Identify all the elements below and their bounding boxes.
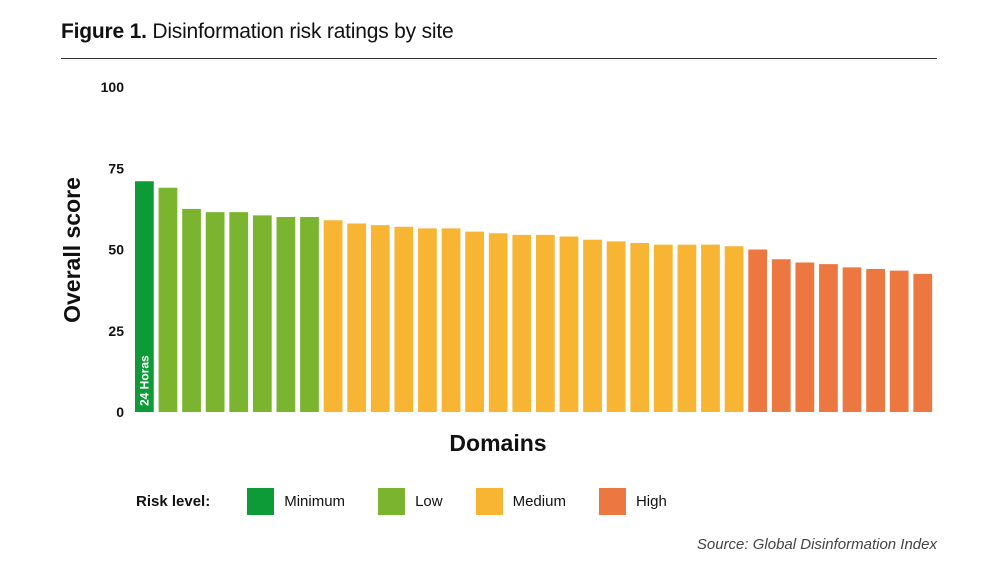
bar — [418, 228, 437, 412]
bar — [795, 262, 815, 412]
title-divider — [61, 58, 937, 59]
bar — [158, 187, 178, 412]
y-tick-label: 0 — [116, 404, 124, 420]
bar — [819, 264, 838, 413]
bar — [252, 215, 272, 413]
bar — [536, 234, 555, 413]
figure-title: Figure 1. Disinformation risk ratings by… — [61, 20, 454, 44]
legend-swatch-high — [598, 487, 626, 515]
legend-label-minimum: Minimum — [284, 492, 346, 510]
figure-label: Figure 1. — [61, 20, 147, 43]
legend-title: Risk level: — [136, 492, 211, 510]
bar — [441, 228, 461, 412]
bar — [488, 233, 508, 412]
y-axis-ticks: 0 25 50 75 100 — [101, 79, 125, 420]
bar — [182, 208, 201, 413]
bar — [300, 217, 319, 412]
bar — [724, 246, 744, 412]
y-tick-label: 100 — [101, 79, 125, 95]
bar — [606, 241, 626, 413]
x-axis-label: Domains — [449, 430, 546, 456]
legend-label-medium: Medium — [512, 492, 566, 510]
bar — [229, 212, 249, 413]
bar — [842, 267, 862, 413]
legend-label-low: Low — [415, 492, 443, 510]
legend-item-minimum: Minimum — [247, 487, 346, 515]
legend-item-medium: Medium — [475, 487, 566, 515]
bar — [135, 181, 154, 412]
legend-label-high: High — [635, 492, 667, 510]
legend-swatch-medium — [475, 487, 503, 515]
figure-title-text: Disinformation risk ratings by site — [152, 20, 454, 43]
bar — [465, 231, 484, 412]
y-tick-label: 25 — [108, 323, 124, 339]
bar — [913, 273, 933, 413]
bar — [701, 244, 720, 413]
bar — [677, 244, 697, 413]
legend-swatch-low — [378, 487, 406, 515]
y-tick-label: 50 — [108, 242, 124, 258]
bar — [866, 269, 885, 412]
bar-chart: 0 25 50 75 100 24 Horas Overall score Domain… — [59, 79, 933, 456]
bar — [630, 243, 650, 412]
bar — [889, 270, 909, 413]
source-note: Source: Global Disinformation Index — [696, 536, 937, 553]
legend: Risk level: Minimum Low Medium High — [136, 487, 700, 515]
bar — [276, 217, 296, 412]
bar — [653, 244, 673, 413]
legend-item-low: Low — [378, 487, 443, 515]
bar — [370, 225, 390, 412]
bar — [394, 226, 414, 412]
bar — [512, 234, 532, 413]
bar — [347, 223, 367, 412]
bar — [771, 259, 791, 412]
bar — [205, 212, 225, 413]
legend-swatch-minimum — [247, 487, 275, 515]
bar — [323, 220, 343, 412]
y-axis-label: Overall score — [59, 177, 85, 323]
bar-annotation: 24 Horas — [137, 355, 151, 406]
y-tick-label: 75 — [108, 160, 124, 176]
chart-bars: 24 Horas — [135, 181, 933, 413]
bar — [559, 236, 579, 412]
bar — [748, 249, 768, 412]
bar — [583, 239, 602, 412]
legend-item-high: High — [598, 487, 667, 515]
